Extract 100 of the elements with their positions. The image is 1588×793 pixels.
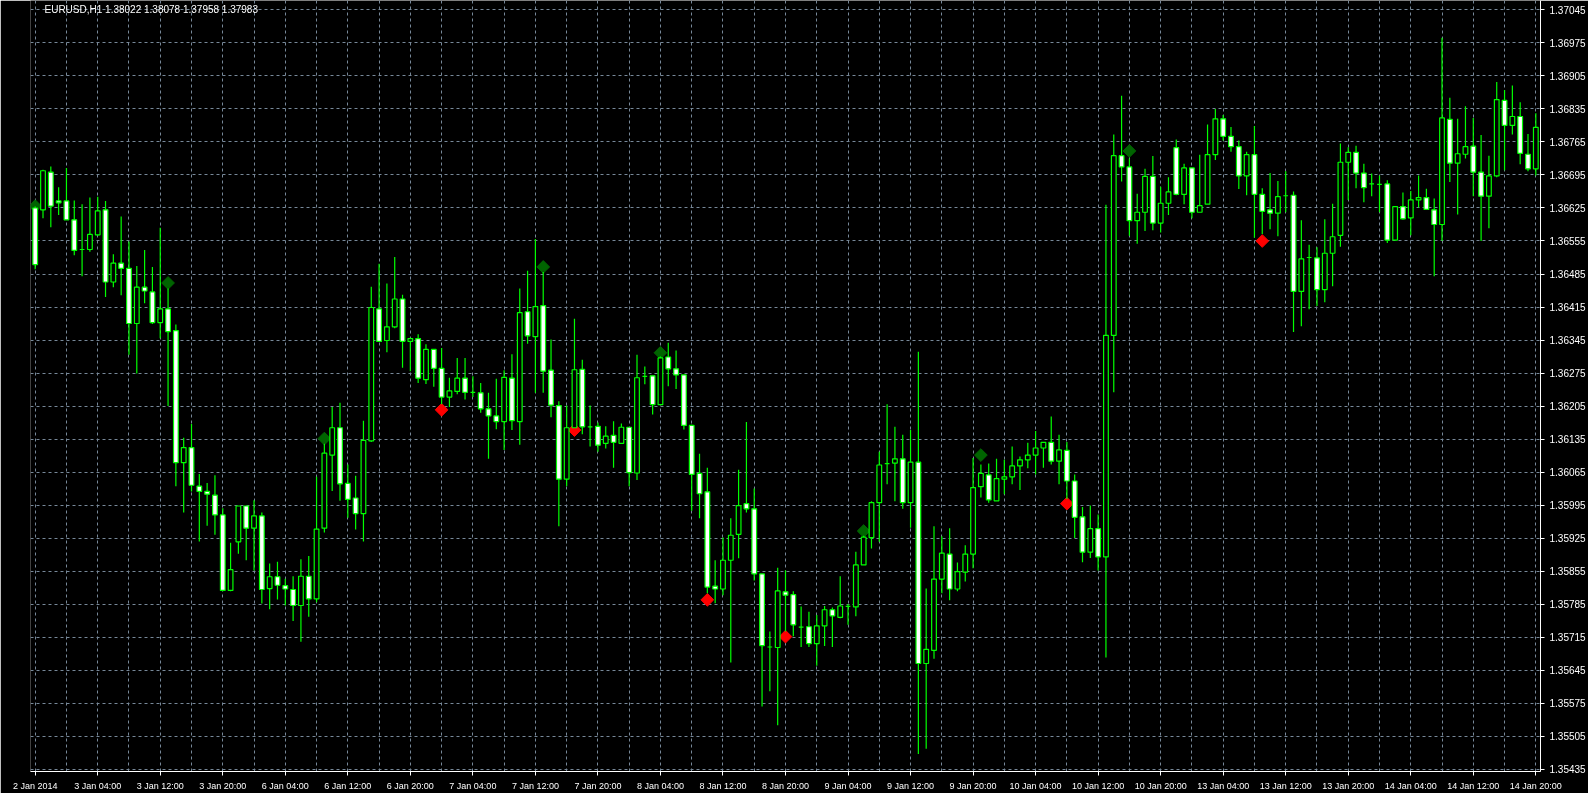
y-tick-label: 1.36205 xyxy=(1549,401,1587,413)
candlestick xyxy=(1040,441,1047,469)
x-tick-label: 13 Jan 04:00 xyxy=(1197,780,1250,791)
candlestick xyxy=(243,504,250,561)
candlestick xyxy=(227,542,234,592)
candlestick xyxy=(1204,123,1211,206)
candlestick xyxy=(258,512,265,605)
candlestick xyxy=(680,373,687,431)
candlestick xyxy=(149,266,156,325)
candlestick xyxy=(1485,155,1492,229)
candlestick xyxy=(673,349,680,390)
candlestick xyxy=(1196,154,1203,214)
point xyxy=(1122,144,1137,158)
candlestick xyxy=(1368,172,1375,197)
x-tick-label: 7 Jan 04:00 xyxy=(449,780,497,791)
chart-title: EURUSD,H1 1.38022 1.38078 1.37958 1.37983 xyxy=(44,3,259,15)
candlestick xyxy=(430,348,437,388)
point xyxy=(653,345,668,360)
candlestick xyxy=(477,382,484,414)
x-tick-label: 10 Jan 20:00 xyxy=(1134,780,1187,791)
candlestick xyxy=(165,288,171,407)
candlestick xyxy=(1220,114,1227,142)
candlestick xyxy=(1095,513,1102,572)
x-tick-label: 3 Jan 20:00 xyxy=(199,780,247,791)
candlestick xyxy=(313,476,320,603)
y-tick-label: 1.36345 xyxy=(1549,335,1587,347)
candlestick xyxy=(219,507,226,592)
candlestick xyxy=(1462,105,1469,160)
y-tick-label: 1.35715 xyxy=(1549,632,1587,644)
candlestick xyxy=(462,357,468,401)
candlestick xyxy=(1110,133,1117,393)
candlestick xyxy=(516,288,523,446)
candlestick xyxy=(94,196,101,237)
candlestick xyxy=(1478,134,1485,242)
candlestick xyxy=(759,572,765,708)
y-tick-label: 1.36485 xyxy=(1549,269,1587,280)
y-tick-label: 1.35505 xyxy=(1549,731,1587,743)
point xyxy=(700,592,715,607)
candlestick xyxy=(774,567,781,726)
candlestick xyxy=(1134,193,1141,245)
candlestick xyxy=(212,474,218,536)
candlestick xyxy=(1337,142,1344,248)
candlestick xyxy=(962,544,969,583)
candlestick xyxy=(938,535,945,594)
candlestick xyxy=(720,537,726,596)
candlestick xyxy=(1017,455,1023,491)
candlestick xyxy=(1126,157,1133,237)
candlestick xyxy=(1173,139,1180,196)
candlestick xyxy=(970,457,977,569)
candlestick xyxy=(688,423,695,512)
candlestick xyxy=(1400,191,1406,221)
candlestick xyxy=(931,525,937,660)
y-tick-label: 1.35575 xyxy=(1549,698,1587,710)
candlestick xyxy=(376,263,383,343)
candlestick xyxy=(563,404,570,487)
candlestick xyxy=(1493,81,1500,178)
point xyxy=(434,402,449,417)
candlestick xyxy=(1157,186,1164,234)
y-tick-label: 1.37045 xyxy=(1549,4,1587,16)
point xyxy=(1060,496,1074,511)
candlestick xyxy=(634,354,640,481)
candlestick xyxy=(172,323,179,487)
y-tick-label: 1.35645 xyxy=(1549,665,1587,677)
point xyxy=(778,629,793,644)
candlestick xyxy=(1212,108,1219,161)
candlestick xyxy=(1259,187,1266,235)
candlestick xyxy=(321,443,328,534)
candlestick xyxy=(1009,446,1016,485)
candlestick xyxy=(454,357,461,395)
point xyxy=(161,276,175,290)
candlestick xyxy=(1517,101,1524,165)
candlestick xyxy=(290,575,297,622)
candlestick xyxy=(665,342,672,387)
y-tick-label: 1.36625 xyxy=(1549,202,1587,214)
y-tick-label: 1.36415 xyxy=(1549,302,1587,314)
candlestick xyxy=(329,406,336,492)
point xyxy=(536,260,551,274)
candlestick xyxy=(282,578,289,607)
candlestick xyxy=(383,282,390,353)
candlestick xyxy=(1314,246,1320,307)
candlestick xyxy=(891,426,898,502)
candlestick xyxy=(806,611,812,648)
candlestick xyxy=(1149,155,1156,231)
y-tick-label: 1.36975 xyxy=(1549,37,1587,49)
x-tick-label: 9 Jan 20:00 xyxy=(949,780,997,791)
candlestick xyxy=(852,551,859,617)
candlestick xyxy=(1321,218,1328,303)
point xyxy=(1255,234,1270,248)
y-tick-label: 1.35995 xyxy=(1549,500,1587,512)
candlestick xyxy=(180,437,187,514)
x-tick-label: 8 Jan 04:00 xyxy=(636,780,684,791)
candlestick xyxy=(977,463,984,499)
candlestick xyxy=(1024,442,1031,469)
candlestick xyxy=(1165,176,1172,216)
y-tick-label: 1.35925 xyxy=(1549,533,1587,545)
candlestick xyxy=(305,555,312,618)
candlestick xyxy=(1267,172,1274,230)
candlestick xyxy=(571,318,578,429)
candlestick xyxy=(1274,180,1281,237)
x-tick-label: 6 Jan 04:00 xyxy=(261,780,309,791)
